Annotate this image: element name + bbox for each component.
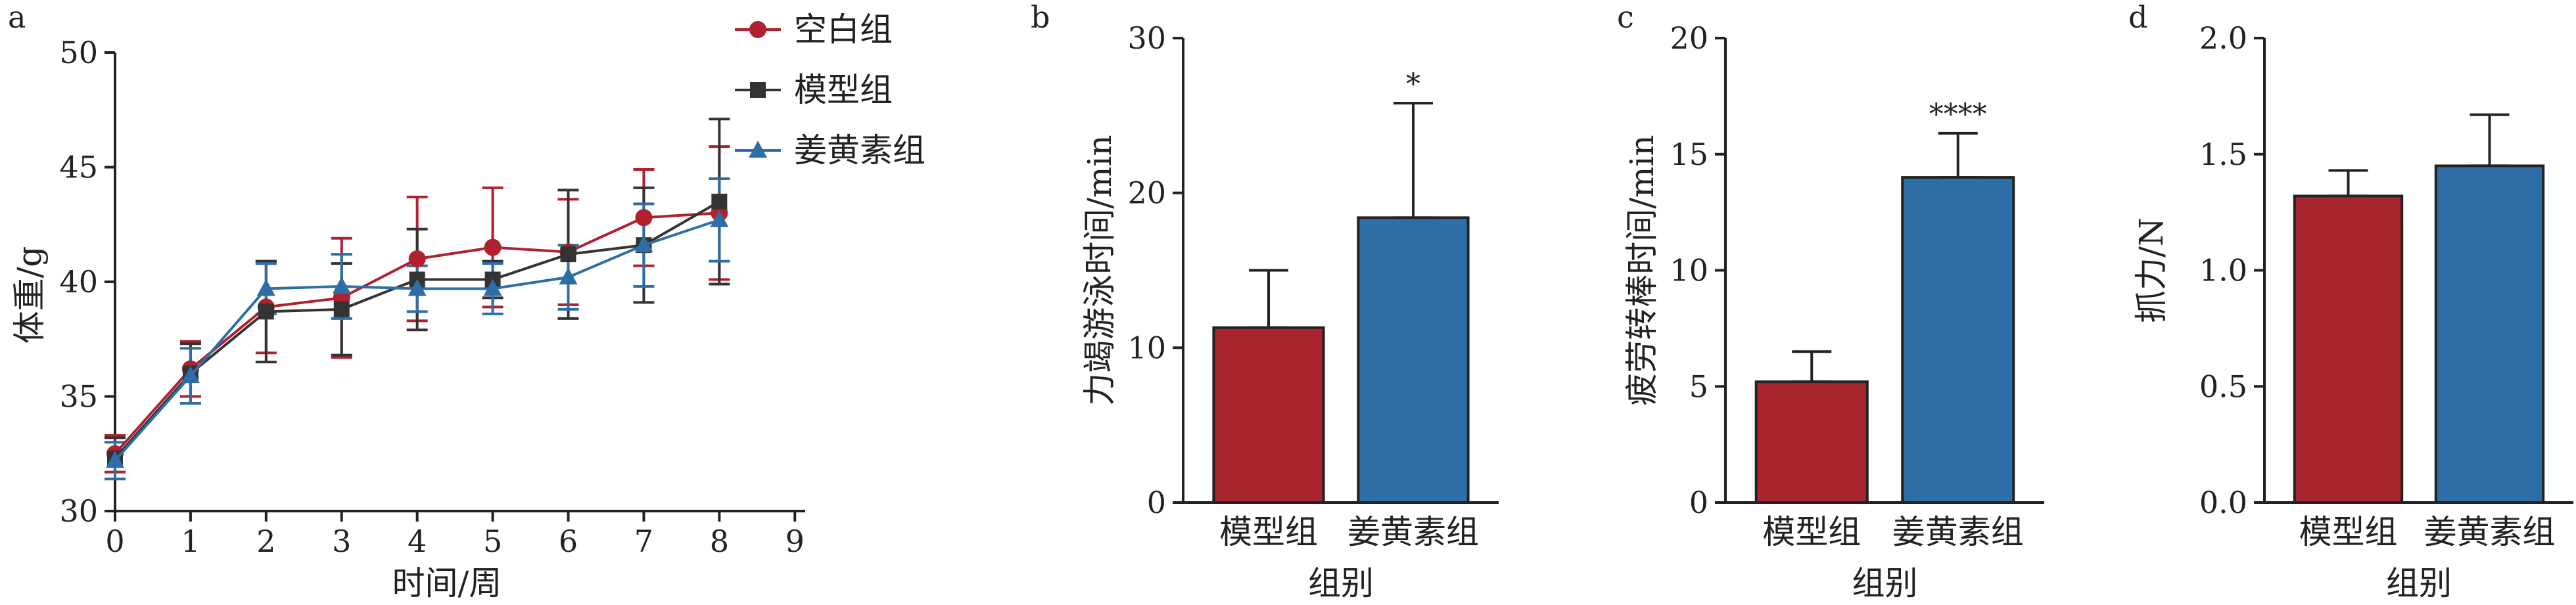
- panel-b-x-tick-label: 姜黄素组: [1347, 513, 1479, 551]
- panel-b-y-tick-label: 10: [1127, 330, 1166, 365]
- panel-c-bar: [1754, 380, 1869, 504]
- panel-c-y-axis-label: 疲劳转棒时间/min: [1623, 135, 1661, 405]
- panel-b-x-tick-label: 模型组: [1219, 513, 1318, 551]
- panel-b-y-tick-label: 20: [1127, 175, 1166, 211]
- panel-a-x-tick-label: 6: [559, 524, 578, 559]
- panel-d-x-tick-label: 姜黄素组: [2424, 513, 2556, 551]
- panel-c-x-axis-label: 组别: [1852, 564, 1918, 602]
- panel-a-x-tick-label: 4: [408, 524, 427, 559]
- panel-d-y-tick-label: 0.5: [2199, 369, 2247, 404]
- panel-a-y-tick-label: 30: [59, 493, 98, 529]
- panel-b-significance-label: *: [1406, 68, 1420, 101]
- panel-a-series-2-point: [181, 366, 200, 384]
- panel-a-series-1-point: [258, 303, 274, 320]
- panel-c-y-tick-label: 5: [1689, 369, 1708, 404]
- panel-c-bar-chart: c 0 5 10 15 20 模型组 姜黄素组 **** 组别 疲劳转棒时间/min: [1617, 0, 2044, 602]
- panel-a-y-tick-label: 35: [59, 379, 98, 415]
- panel-a-series-0-point: [484, 238, 502, 256]
- panel-a-x-axis-label: 时间/周: [392, 564, 502, 602]
- panel-a-y-axis-label: 体重/g: [11, 246, 49, 344]
- panel-a-x-tick-label: 3: [332, 524, 351, 559]
- panel-a-x-tick-label: 5: [483, 524, 502, 559]
- panel-a-series-2-point: [332, 276, 351, 294]
- panel-c-y-tick-label: 15: [1670, 137, 1708, 172]
- panel-c-letter: c: [1617, 0, 1634, 35]
- panel-b-bar: [1212, 326, 1325, 504]
- panel-a-series-2-point: [408, 279, 427, 296]
- legend-label-0: 空白组: [794, 11, 893, 49]
- panel-a-series-2-point: [710, 210, 729, 227]
- panel-a-series-0-point: [408, 250, 426, 268]
- panel-a-series-1-point: [560, 246, 576, 263]
- panel-a-x-tick-label: 0: [105, 524, 124, 559]
- panel-d-y-tick-label: 2.0: [2199, 20, 2247, 56]
- legend-marker-1: [750, 82, 766, 98]
- panel-a-series-2-point: [559, 267, 578, 285]
- panel-a-x-tick-label: 1: [181, 524, 200, 559]
- panel-d-y-tick-label: 1.5: [2199, 137, 2247, 172]
- panel-c-x-tick-label: 模型组: [1762, 513, 1861, 551]
- panel-c-y-tick-label: 20: [1670, 20, 1708, 56]
- panel-d-letter: d: [2128, 0, 2147, 35]
- panel-d-x-tick-label: 模型组: [2299, 513, 2398, 551]
- panel-b-y-axis-label: 力竭游泳时间/min: [1081, 135, 1119, 405]
- panel-c-bar: [1901, 176, 2015, 504]
- panel-a-letter: a: [8, 0, 26, 35]
- panel-c-y-tick-label: 10: [1670, 253, 1708, 288]
- panel-a-y-tick-label: 45: [59, 150, 98, 185]
- legend-label-1: 模型组: [794, 71, 893, 109]
- panel-a-x-tick-label: 7: [634, 524, 653, 559]
- panel-c-x-tick-label: 姜黄素组: [1892, 513, 2024, 551]
- panel-d-bar: [2293, 194, 2404, 504]
- panel-b-letter: b: [1031, 0, 1050, 35]
- panel-a-x-tick-label: 2: [256, 524, 275, 559]
- panel-a-x-tick-label: 8: [710, 524, 729, 559]
- panel-c-y-tick-label: 0: [1689, 485, 1708, 520]
- legend-label-2: 姜黄素组: [794, 131, 925, 169]
- panel-b-bar: [1357, 216, 1470, 504]
- panel-a-series-1-point: [333, 301, 350, 317]
- panel-b-bar-chart: b 0 10 20 30 模型组 姜黄素组 * 组别 力竭游泳时间/min: [1031, 0, 1499, 602]
- legend-marker-0: [749, 21, 766, 38]
- panel-d-y-axis-label: 抓力/N: [2132, 217, 2170, 323]
- panel-a-series-2-point: [634, 235, 653, 253]
- panel-b-x-axis-label: 组别: [1308, 564, 1374, 602]
- panel-d-x-axis-label: 组别: [2386, 564, 2452, 602]
- panel-b-y-tick-label: 0: [1147, 485, 1166, 520]
- panel-a-series-2-point: [483, 279, 502, 296]
- panel-a-series-1-point: [711, 193, 728, 210]
- panel-a-series-0-point: [635, 209, 653, 227]
- panel-c-significance-label: ****: [1929, 98, 1987, 131]
- panel-a-y-tick-label: 50: [59, 35, 98, 70]
- panel-d-y-tick-label: 1.0: [2199, 253, 2247, 288]
- panel-b-y-tick-label: 30: [1127, 20, 1166, 56]
- panel-a-series-2-point: [106, 451, 124, 468]
- panel-a-x-tick-label: 9: [785, 524, 805, 559]
- panel-a-y-tick-label: 40: [59, 264, 98, 300]
- panel-d-bar: [2434, 164, 2545, 504]
- panel-a-series-2-point: [256, 279, 275, 296]
- legend-marker-2: [749, 141, 767, 158]
- panel-d-y-tick-label: 0.0: [2199, 485, 2247, 520]
